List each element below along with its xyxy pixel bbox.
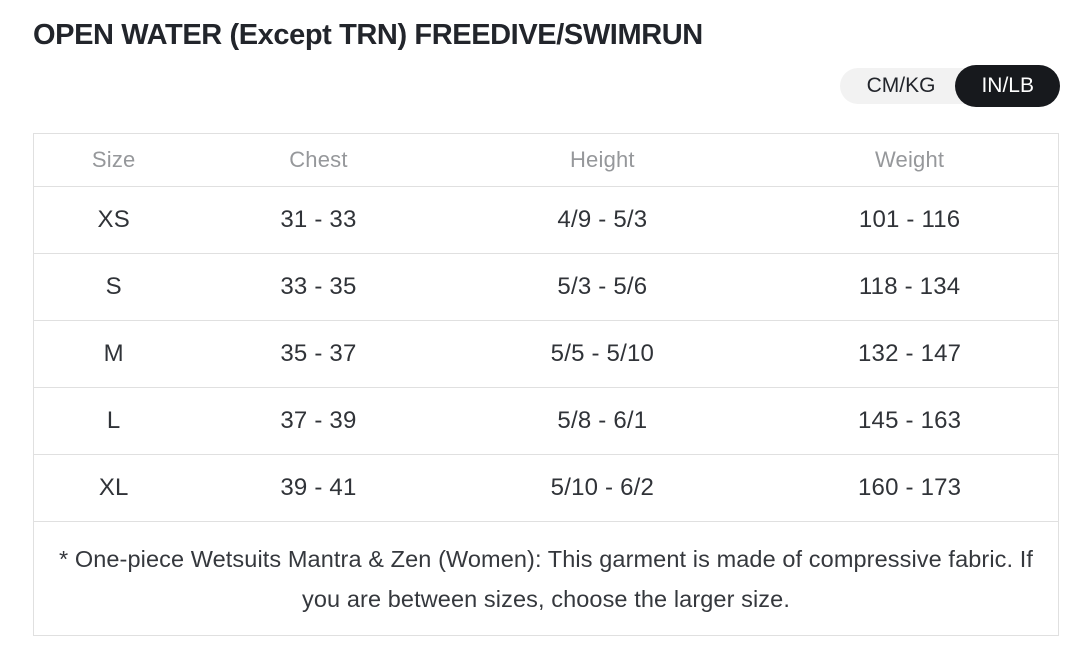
table-row: XL 39 - 41 5/10 - 6/2 160 - 173 — [33, 454, 1059, 522]
table-header-row: Size Chest Height Weight — [33, 133, 1059, 187]
size-chart-table: Size Chest Height Weight XS 31 - 33 4/9 … — [33, 133, 1059, 636]
unit-toggle-option-cmkg[interactable]: CM/KG — [866, 74, 936, 97]
column-header-height: Height — [443, 133, 762, 187]
unit-toggle-option-inlb[interactable]: IN/LB — [955, 65, 1060, 107]
table-row: XS 31 - 33 4/9 - 5/3 101 - 116 — [33, 186, 1059, 254]
weight-cell: 160 - 173 — [761, 454, 1059, 522]
height-cell: 5/10 - 6/2 — [443, 454, 762, 522]
table-row: M 35 - 37 5/5 - 5/10 132 - 147 — [33, 320, 1059, 388]
size-cell: M — [33, 320, 194, 388]
size-cell: L — [33, 387, 194, 455]
chest-cell: 33 - 35 — [193, 253, 444, 321]
height-cell: 5/5 - 5/10 — [443, 320, 762, 388]
page-title: OPEN WATER (Except TRN) FREEDIVE/SWIMRUN — [33, 19, 703, 51]
size-cell: XL — [33, 454, 194, 522]
chest-cell: 39 - 41 — [193, 454, 444, 522]
column-header-weight: Weight — [761, 133, 1059, 187]
height-cell: 5/3 - 5/6 — [443, 253, 762, 321]
footnote-text: * One-piece Wetsuits Mantra & Zen (Women… — [58, 545, 1034, 612]
height-cell: 5/8 - 6/1 — [443, 387, 762, 455]
chest-cell: 31 - 33 — [193, 186, 444, 254]
column-header-chest: Chest — [193, 133, 444, 187]
weight-cell: 101 - 116 — [761, 186, 1059, 254]
size-chart: Size Chest Height Weight XS 31 - 33 4/9 … — [33, 133, 1059, 636]
chest-cell: 37 - 39 — [193, 387, 444, 455]
chest-cell: 35 - 37 — [193, 320, 444, 388]
weight-cell: 118 - 134 — [761, 253, 1059, 321]
size-cell: XS — [33, 186, 194, 254]
table-row: S 33 - 35 5/3 - 5/6 118 - 134 — [33, 253, 1059, 321]
table-row: L 37 - 39 5/8 - 6/1 145 - 163 — [33, 387, 1059, 455]
height-cell: 4/9 - 5/3 — [443, 186, 762, 254]
weight-cell: 145 - 163 — [761, 387, 1059, 455]
column-header-size: Size — [33, 133, 194, 187]
footnote-row: * One-piece Wetsuits Mantra & Zen (Women… — [34, 522, 1059, 636]
weight-cell: 132 - 147 — [761, 320, 1059, 388]
footnote-cell: * One-piece Wetsuits Mantra & Zen (Women… — [34, 522, 1059, 636]
unit-toggle: CM/KG IN/LB — [839, 65, 1060, 107]
size-cell: S — [33, 253, 194, 321]
